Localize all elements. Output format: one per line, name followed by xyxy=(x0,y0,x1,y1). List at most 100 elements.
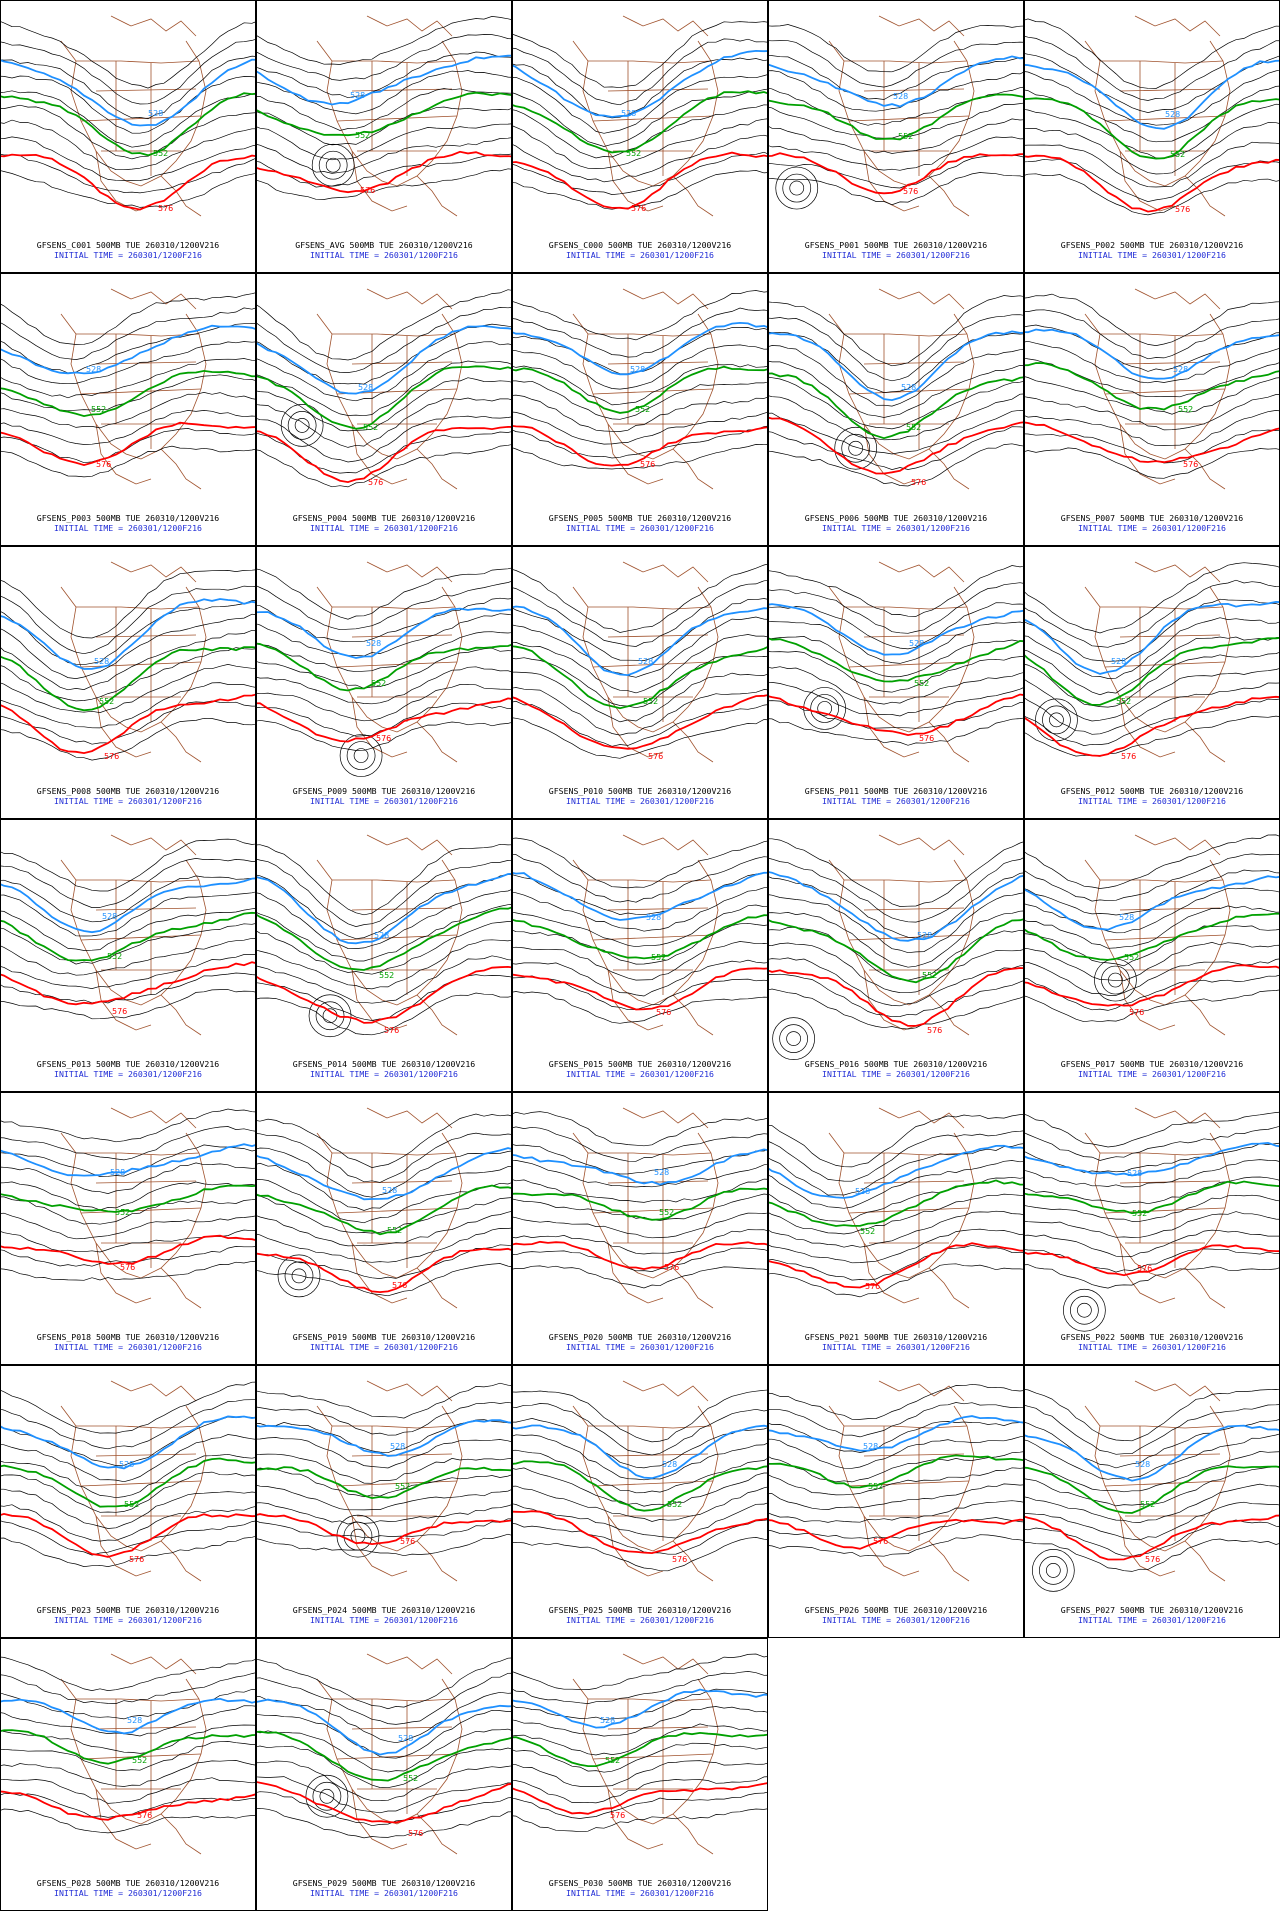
contour-576-line xyxy=(257,425,511,484)
coastline-layer xyxy=(60,1380,207,1582)
contour-value-label: 528 xyxy=(638,657,653,666)
contour-value-label: 576 xyxy=(1145,1555,1160,1564)
contour-value-label: 552 xyxy=(914,679,929,688)
contour-value-label: 528 xyxy=(901,383,916,392)
contour-value-label: 528 xyxy=(1165,110,1180,119)
ensemble-member-panel: 528 552 576 GFSENS_P011 500MB TUE 260310/12… xyxy=(768,546,1024,819)
contour-layer xyxy=(1025,18,1279,216)
height-contour-map: 528 552 576 xyxy=(1,288,255,490)
coastline-layer xyxy=(572,1653,719,1855)
contour-552-line xyxy=(257,642,511,692)
initial-time-label: INITIAL TIME = 260301/1200F216 xyxy=(1078,1342,1226,1352)
contour-552-line xyxy=(1025,1465,1279,1514)
initial-time-label: INITIAL TIME = 260301/1200F216 xyxy=(310,1615,458,1625)
ensemble-member-panel: 528 552 576 GFSENS_P005 500MB TUE 260310/12… xyxy=(512,273,768,546)
ensemble-member-panel: 528 552 576 GFSENS_P027 500MB TUE 260310/12… xyxy=(1024,1365,1280,1638)
height-contour-map: 528 552 576 xyxy=(257,1653,511,1855)
contour-value-label: 576 xyxy=(112,1007,127,1016)
contour-528-line xyxy=(513,1424,767,1480)
contour-528-line xyxy=(513,1148,767,1186)
contour-value-label: 552 xyxy=(922,971,937,980)
initial-time-label: INITIAL TIME = 260301/1200F216 xyxy=(54,1888,202,1898)
panel-title: GFSENS_P009 500MB TUE 260310/1200V216 xyxy=(292,786,476,796)
coastline-layer xyxy=(572,834,719,1036)
contour-layer xyxy=(257,1113,511,1298)
contour-576-line xyxy=(1,421,255,467)
contour-value-label: 528 xyxy=(893,92,908,101)
height-contour-map: 528 552 576 xyxy=(513,561,767,763)
contour-value-label: 528 xyxy=(110,1168,125,1177)
panel-title: GFSENS_P001 500MB TUE 260310/1200V216 xyxy=(804,240,988,250)
contour-value-label: 552 xyxy=(99,697,114,706)
contour-value-label: 576 xyxy=(911,478,926,487)
height-contour-map: 528 552 576 xyxy=(769,834,1023,1060)
contour-value-label: 552 xyxy=(379,971,394,980)
contour-552-line xyxy=(769,372,1023,440)
height-contour-map: 528 552 576 xyxy=(257,1107,511,1309)
contour-layer xyxy=(1,1381,255,1567)
height-contour-map: 528 552 576 xyxy=(513,1107,767,1309)
panel-title: GFSENS_P025 500MB TUE 260310/1200V216 xyxy=(548,1605,732,1615)
ensemble-member-panel: 528 552 576 GFSENS_P014 500MB TUE 260310/12… xyxy=(256,819,512,1092)
contour-528-line xyxy=(1025,875,1279,931)
contour-value-label: 576 xyxy=(873,1537,888,1546)
contour-576-line xyxy=(1025,154,1279,213)
contour-value-label: 552 xyxy=(1132,1209,1147,1218)
contour-value-label: 552 xyxy=(115,1208,130,1217)
contour-layer xyxy=(1025,293,1279,479)
contour-552-line xyxy=(769,918,1023,984)
ensemble-member-panel: 528 552 576 GFSENS_P020 500MB TUE 260310/12… xyxy=(512,1092,768,1365)
initial-time-label: INITIAL TIME = 260301/1200F216 xyxy=(54,1342,202,1352)
ensemble-member-panel: 528 552 576 GFSENS_AVG 500MB TUE 260310/120… xyxy=(256,0,512,273)
contour-value-label: 528 xyxy=(94,657,109,666)
contour-528-line xyxy=(1,1143,255,1177)
contour-528-line xyxy=(769,1144,1023,1199)
contour-value-label: 552 xyxy=(898,132,913,141)
contour-value-label: 528 xyxy=(662,1460,677,1469)
contour-layer xyxy=(257,16,511,200)
ensemble-member-panel: 528 552 576 GFSENS_P012 500MB TUE 260310/12… xyxy=(1024,546,1280,819)
contour-528-line xyxy=(1025,1141,1279,1177)
initial-time-label: INITIAL TIME = 260301/1200F216 xyxy=(566,1888,714,1898)
height-contour-map: 528 552 576 xyxy=(769,1380,1023,1582)
coastline-layer xyxy=(828,288,975,490)
contour-value-label: 576 xyxy=(664,1263,679,1272)
ensemble-member-panel: 528 552 576 GFSENS_P023 500MB TUE 260310/12… xyxy=(0,1365,256,1638)
height-contour-map: 528 552 576 xyxy=(1,561,255,763)
contour-552-line xyxy=(769,1454,1023,1489)
contour-value-label: 576 xyxy=(656,1008,671,1017)
contour-552-line xyxy=(257,1730,511,1782)
contour-552-line xyxy=(513,365,767,414)
contour-value-label: 528 xyxy=(350,91,365,100)
contour-552-line xyxy=(513,645,767,710)
contour-552-line xyxy=(257,906,511,971)
contour-576-line xyxy=(257,150,511,194)
initial-time-label: INITIAL TIME = 260301/1200F216 xyxy=(822,1342,970,1352)
coastline-layer xyxy=(60,288,207,490)
contour-value-label: 528 xyxy=(382,1186,397,1195)
initial-time-label: INITIAL TIME = 260301/1200F216 xyxy=(822,796,970,806)
contour-528-line xyxy=(257,1698,511,1756)
contour-value-label: 576 xyxy=(927,1026,942,1035)
contour-value-label: 576 xyxy=(96,460,111,469)
contour-552-line xyxy=(513,90,767,154)
contour-layer xyxy=(1,1656,255,1834)
initial-time-label: INITIAL TIME = 260301/1200F216 xyxy=(310,523,458,533)
contour-value-label: 528 xyxy=(366,639,381,648)
panel-title: GFSENS_C000 500MB TUE 260310/1200V216 xyxy=(548,240,732,250)
contour-layer xyxy=(1025,1111,1279,1332)
height-contour-map: 528 552 576 xyxy=(513,15,767,217)
contour-576-line xyxy=(1025,964,1279,1007)
coastline-layer xyxy=(60,834,207,1036)
contour-552-line xyxy=(257,91,511,137)
coastline-layer xyxy=(572,1380,719,1582)
contour-value-label: 576 xyxy=(120,1263,135,1272)
panel-title: GFSENS_P016 500MB TUE 260310/1200V216 xyxy=(804,1059,988,1069)
contour-value-label: 552 xyxy=(906,423,921,432)
panel-title: GFSENS_P005 500MB TUE 260310/1200V216 xyxy=(548,513,732,523)
contour-value-label: 576 xyxy=(903,187,918,196)
contour-value-label: 528 xyxy=(630,365,645,374)
contour-value-label: 552 xyxy=(860,1227,875,1236)
contour-552-line xyxy=(513,914,767,960)
height-contour-map: 528 552 576 xyxy=(1,834,255,1036)
